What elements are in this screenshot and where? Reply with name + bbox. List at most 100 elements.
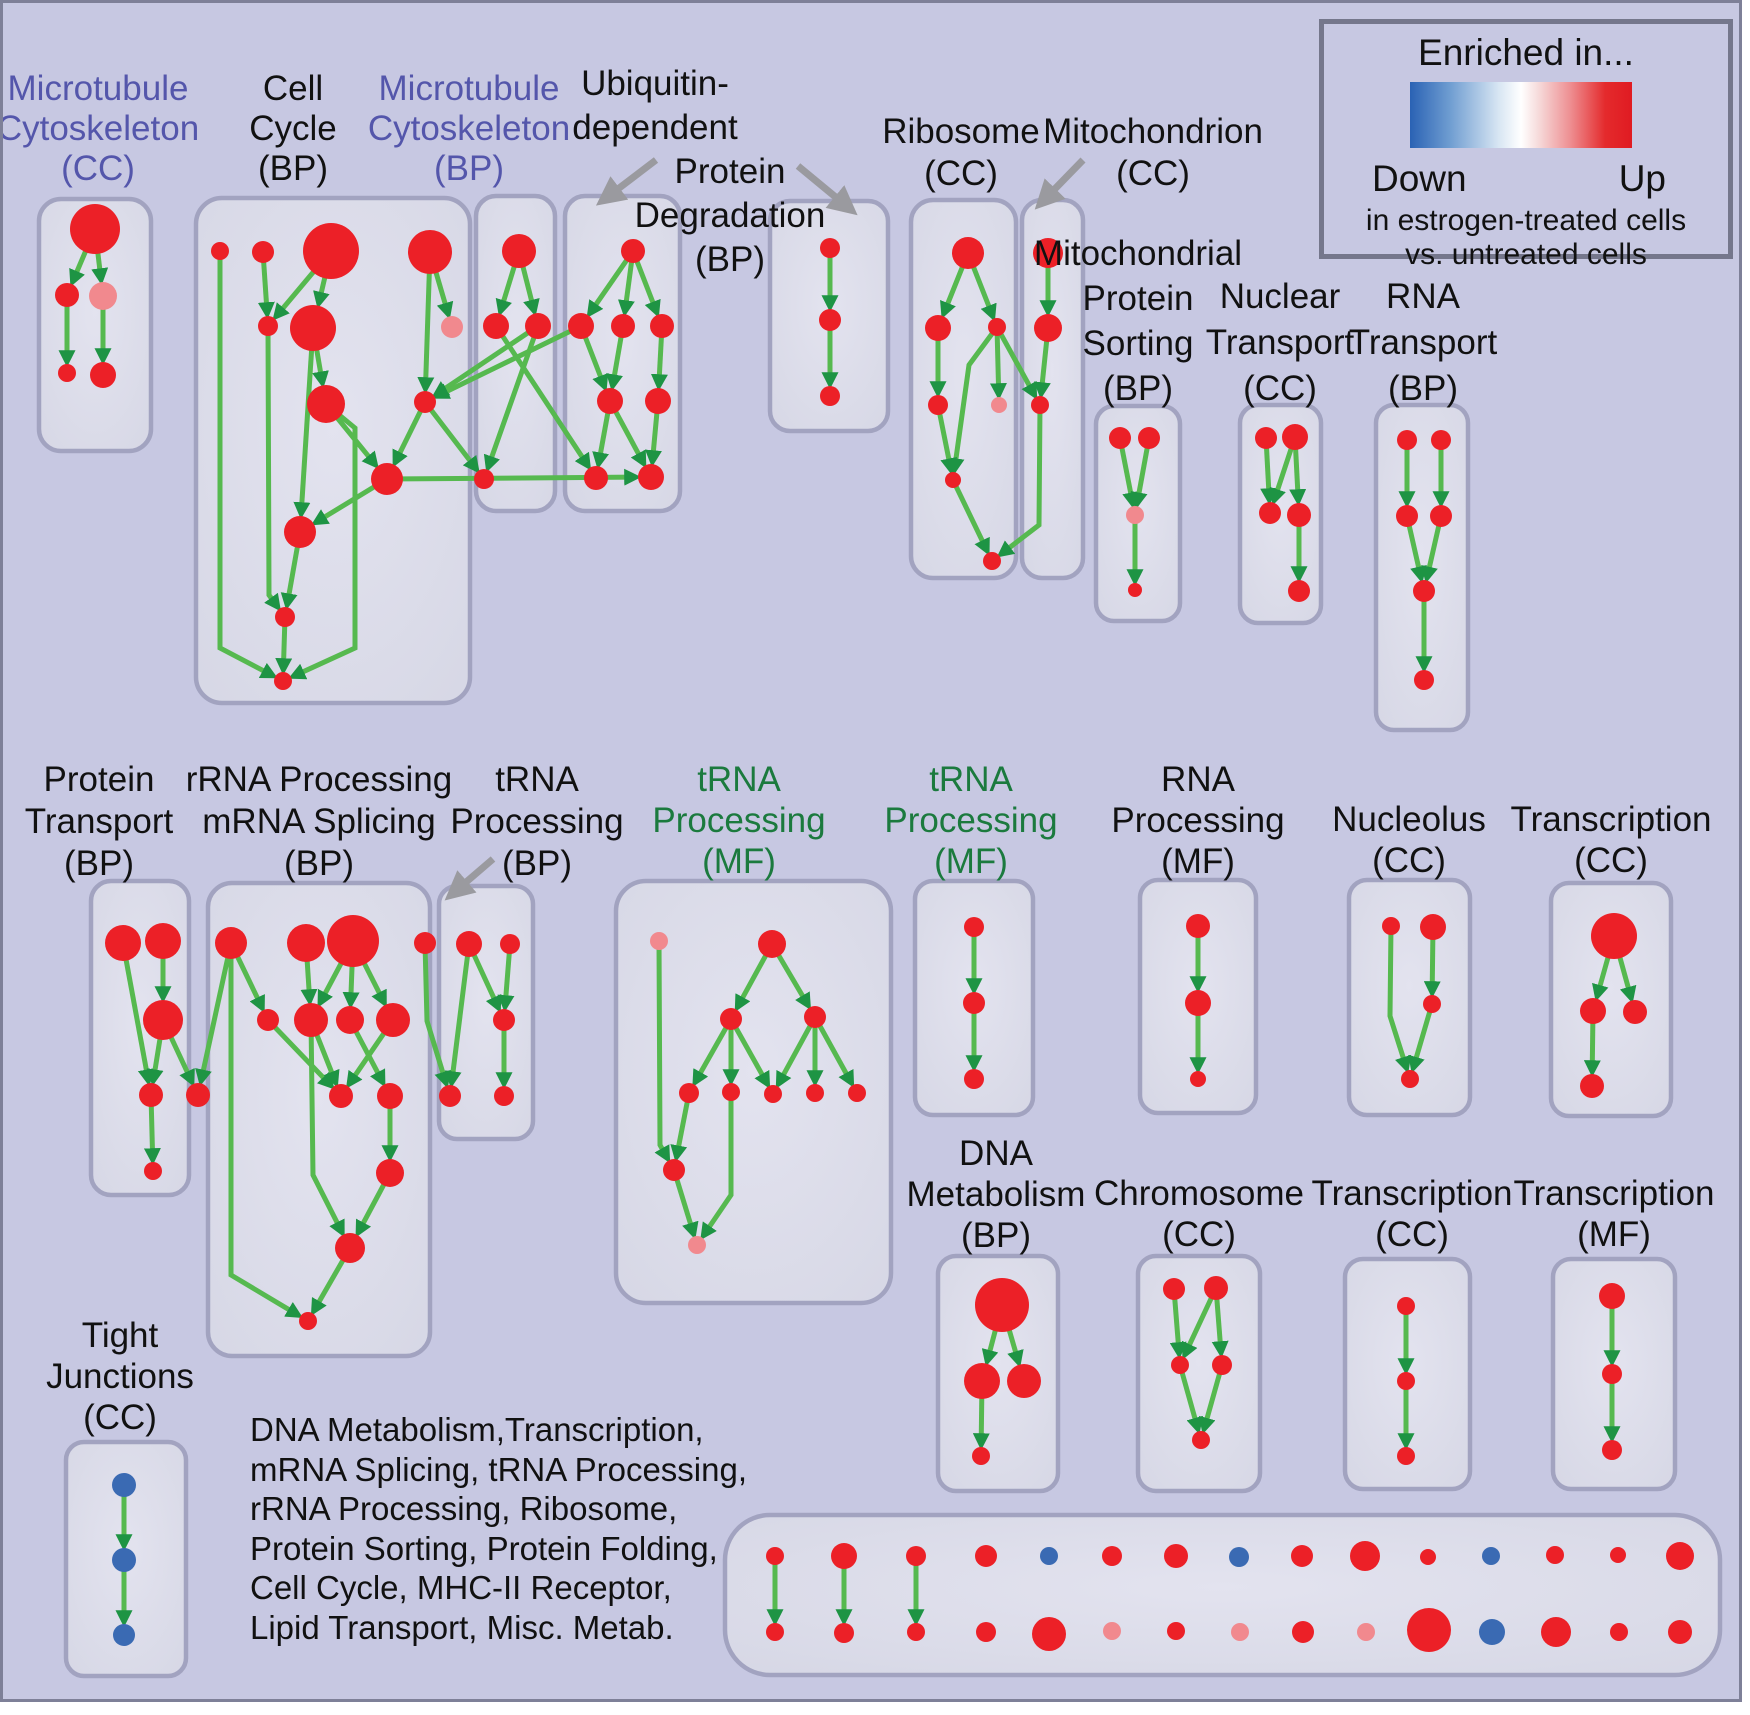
go-term-node-red — [1430, 505, 1452, 527]
go-term-node-red — [287, 924, 325, 962]
cross-edge — [431, 323, 540, 398]
cross-edge — [195, 942, 234, 1087]
go-term-node-red — [988, 318, 1006, 336]
cluster-label-rrna-mrna-bp: rRNA Processing — [186, 760, 452, 799]
cluster-label-nucleolus-cc: Nucleolus — [1332, 800, 1486, 839]
go-term-node-red — [972, 1447, 990, 1465]
go-term-node-blue — [112, 1473, 136, 1497]
go-term-node-red — [439, 1085, 461, 1107]
go-term-node-red — [139, 1083, 163, 1107]
annotation-pointer-arrow-icon — [795, 163, 858, 216]
edge-ribosome-cc — [947, 325, 1000, 476]
go-term-node-blue — [1040, 1547, 1058, 1565]
go-term-node-red — [1171, 1356, 1189, 1374]
misc-line: Protein Sorting, Protein Folding, — [250, 1529, 718, 1567]
cluster-label-ribosome-cc: Ribosome — [882, 112, 1040, 151]
go-term-node-red — [1282, 424, 1308, 450]
go-term-node-red — [1580, 998, 1606, 1024]
go-term-node-red — [257, 1009, 279, 1031]
misc-line: mRNA Splicing, tRNA Processing, — [250, 1450, 748, 1488]
go-term-node-red — [502, 234, 536, 268]
go-term-node-red — [1212, 1355, 1232, 1375]
cluster-label-rna-processing-mf: Processing — [1111, 801, 1284, 840]
cluster-label-nucleolus-cc: (CC) — [1372, 841, 1446, 880]
go-term-node-red — [983, 552, 1001, 570]
cluster-label-dna-metabolism-bp: Metabolism — [907, 1175, 1086, 1214]
edge-chromosome-cc — [1177, 1364, 1204, 1435]
go-term-node-red — [329, 1084, 353, 1108]
cross-edge — [422, 942, 451, 1089]
go-term-node-red — [964, 917, 984, 937]
go-term-node-red — [1102, 1546, 1122, 1566]
go-term-node-red — [1407, 1608, 1451, 1652]
go-term-node-red — [1397, 1372, 1415, 1390]
go-term-node-blue — [112, 1548, 136, 1572]
go-term-node-red — [806, 1084, 824, 1102]
go-term-node-red — [1292, 1621, 1314, 1643]
cluster-box-nucleolus-cc — [1346, 877, 1473, 1118]
go-term-node-red — [414, 932, 436, 954]
cluster-label-dna-metabolism-bp: DNA — [959, 1134, 1034, 1173]
cluster-label-microtubule-cytoskeleton-bp: Cytoskeleton — [368, 109, 570, 148]
cluster-label-nuclear-transport-cc: (CC) — [1243, 369, 1317, 408]
go-term-node-red — [493, 1009, 515, 1031]
cluster-label-protein-transport-bp: Transport — [25, 802, 174, 841]
edge-protein-transport-bp — [120, 942, 155, 1087]
go-term-node-red — [1259, 502, 1281, 524]
go-term-node-red — [90, 362, 116, 388]
cluster-label-trna-processing-bp: (BP) — [502, 844, 572, 883]
go-term-node-red — [766, 1623, 784, 1641]
go-term-node-red — [1397, 1297, 1415, 1315]
cluster-label-mito-protein-sorting-bp: Sorting — [1083, 324, 1194, 363]
go-term-node-red — [925, 315, 951, 341]
go-term-node-red — [1420, 1549, 1436, 1565]
cluster-box-misc-metabolism-group — [722, 1512, 1723, 1678]
go-term-node-red — [143, 1000, 183, 1040]
go-term-node-red — [336, 1006, 364, 1034]
go-term-node-red — [1413, 580, 1435, 602]
go-term-node-red — [1007, 1364, 1041, 1398]
go-term-node-red — [1350, 1541, 1380, 1571]
cluster-label-transcription-cc-bot: (CC) — [1375, 1215, 1449, 1254]
go-term-node-pink — [650, 932, 668, 950]
go-term-node-red — [848, 1084, 866, 1102]
go-term-node-red — [621, 239, 645, 263]
go-term-node-pink — [1231, 1623, 1249, 1641]
go-term-node-pink — [89, 282, 117, 310]
go-term-node-red — [1204, 1276, 1228, 1300]
go-term-node-red — [105, 925, 141, 961]
go-term-node-red — [1291, 1545, 1313, 1567]
cluster-label-ubiquitin-2: Degradation — [635, 196, 826, 235]
cluster-label-transcription-mf: Transcription — [1514, 1174, 1715, 1213]
go-term-node-red — [299, 1312, 317, 1330]
cross-edge — [994, 325, 1038, 400]
cluster-label-mito-protein-sorting-bp: Protein — [1083, 279, 1194, 318]
go-term-node-red — [1420, 914, 1446, 940]
cluster-label-transcription-cc-bot: Transcription — [1312, 1174, 1513, 1213]
go-term-node-red — [252, 241, 274, 263]
go-term-node-red — [820, 238, 840, 258]
cluster-label-ribosome-cc: (CC) — [924, 154, 998, 193]
cluster-label-cell-cycle-bp: Cell — [263, 69, 323, 108]
edge-trna-processing-mf-big — [654, 940, 671, 1164]
go-term-node-red — [597, 388, 623, 414]
go-term-node-red — [1288, 580, 1310, 602]
go-term-node-red — [964, 1363, 1000, 1399]
go-term-node-red — [275, 607, 295, 627]
go-term-node-red — [722, 1083, 740, 1101]
go-term-node-red — [928, 395, 948, 415]
edge-ribosome-cc — [950, 478, 990, 556]
go-term-node-red — [638, 464, 664, 490]
cluster-label-chromosome-cc: (CC) — [1162, 1215, 1236, 1254]
cluster-label-trna-processing-mf-1: tRNA — [697, 760, 781, 799]
cluster-label-tight-junctions-cc: (CC) — [83, 1398, 157, 1437]
go-term-node-red — [58, 364, 76, 382]
go-term-node-red — [55, 283, 79, 307]
go-term-node-red — [1591, 913, 1637, 959]
go-term-node-red — [819, 309, 841, 331]
edge-trna-processing-mf-big — [812, 1015, 855, 1088]
go-term-node-red — [335, 1233, 365, 1263]
legend-gradient-bar — [1410, 82, 1632, 148]
edge-cell-cycle-bp — [417, 251, 435, 395]
cluster-label-nuclear-transport-cc: Transport — [1206, 323, 1355, 362]
